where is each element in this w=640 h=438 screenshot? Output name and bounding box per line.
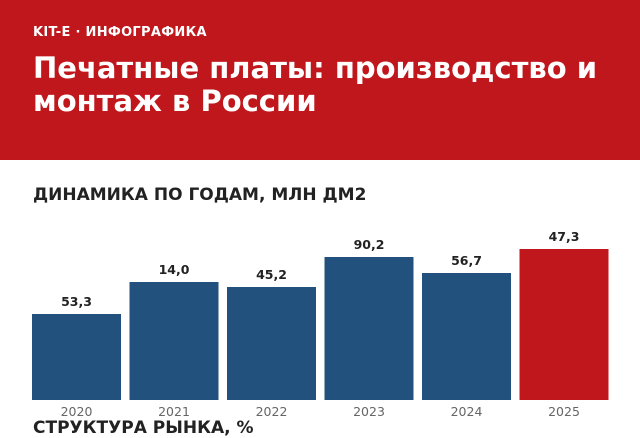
kicker-label: KIT-E · ИНФОГРАФИКА [33,25,207,40]
x-tick-label-2022: 2022 [256,404,288,419]
x-tick-label-2023: 2023 [353,404,385,419]
bar-2022 [227,287,316,400]
data-label-2021: 14,0 [159,262,190,277]
data-label-2025: 47,3 [549,229,580,244]
x-tick-label-2025: 2025 [548,404,580,419]
page-title: Печатные платы: производство и монтаж в … [33,51,598,118]
data-label-2022: 45,2 [256,267,287,282]
data-label-2024: 56,7 [451,253,482,268]
bar-2023 [324,257,414,400]
bar-2021 [129,282,219,400]
header-banner: KIT-E · ИНФОГРАФИКА Печатные платы: прои… [0,0,640,160]
structure-section-title: СТРУКТУРА РЫНКА, % [33,418,254,438]
bar-2020 [32,314,121,400]
bar-2024 [422,273,511,400]
x-tick-label-2024: 2024 [451,404,483,419]
x-tick-label-2021: 2021 [158,404,190,419]
bar-chart: 53,3 2020 14,0 2021 45,2 2022 90,2 2023 56,7 2024… [32,229,609,419]
x-tick-label-2020: 2020 [61,404,93,419]
chart-section-title: ДИНАМИКА ПО ГОДАМ, МЛН ДМ2 [33,185,367,205]
data-label-2023: 90,2 [354,237,385,252]
bar-2025 [519,249,609,400]
data-label-2020: 53,3 [61,294,92,309]
